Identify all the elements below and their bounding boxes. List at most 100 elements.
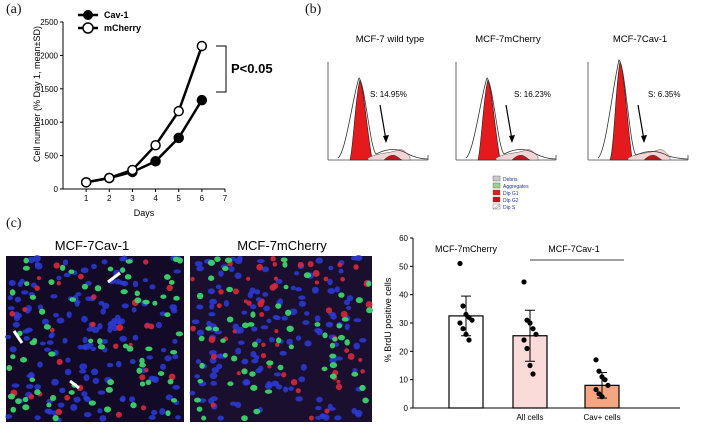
nucleus-blue bbox=[78, 369, 87, 374]
nucleus-blue bbox=[97, 390, 106, 395]
nucleus-blue bbox=[99, 415, 107, 422]
nucleus-blue bbox=[27, 256, 35, 264]
nucleus-red bbox=[53, 262, 60, 269]
nucleus-green bbox=[321, 366, 328, 372]
nucleus-red bbox=[148, 323, 155, 330]
nucleus-red bbox=[335, 383, 343, 391]
nucleus-blue bbox=[64, 368, 72, 376]
nucleus-blue bbox=[189, 390, 196, 396]
nucleus-blue bbox=[85, 296, 93, 302]
nucleus-green bbox=[264, 389, 273, 394]
nucleus-green bbox=[282, 261, 288, 268]
nucleus-red bbox=[323, 276, 329, 282]
nucleus-red bbox=[260, 353, 267, 359]
nucleus-blue bbox=[262, 292, 269, 297]
nucleus-blue bbox=[288, 386, 294, 391]
nucleus-blue bbox=[250, 304, 257, 310]
micrograph-mcherry bbox=[189, 255, 374, 422]
nucleus-red bbox=[144, 322, 150, 329]
x-tick-label: 3 bbox=[130, 194, 135, 203]
nucleus-blue bbox=[114, 314, 121, 322]
category-label: All cells bbox=[516, 413, 543, 422]
nucleus-green bbox=[126, 345, 134, 352]
nucleus-red bbox=[78, 273, 84, 280]
nucleus-blue bbox=[97, 408, 103, 414]
brdu-ylabel: % BrdU positive cells bbox=[383, 277, 393, 362]
data-point bbox=[104, 172, 115, 184]
nucleus-blue bbox=[173, 269, 181, 274]
nucleus-red bbox=[325, 307, 333, 314]
nucleus-blue bbox=[129, 359, 136, 365]
nucleus-red bbox=[308, 415, 314, 421]
nucleus-red bbox=[143, 259, 149, 265]
x-tick-label: 7 bbox=[223, 194, 228, 203]
nucleus-green bbox=[226, 316, 234, 323]
nucleus-blue bbox=[119, 397, 126, 402]
nucleus-green bbox=[207, 259, 216, 266]
nucleus-green bbox=[88, 338, 94, 344]
nucleus-blue bbox=[234, 272, 242, 279]
nucleus-green bbox=[241, 368, 248, 375]
arrow-marker bbox=[69, 379, 80, 390]
nucleus-blue bbox=[353, 318, 362, 323]
series-line-Cav-1 bbox=[85, 99, 203, 184]
arrow-line bbox=[637, 104, 645, 141]
nucleus-blue bbox=[81, 315, 88, 323]
nucleus-red bbox=[9, 310, 16, 317]
nucleus-blue bbox=[116, 360, 122, 368]
pvalue-label: P<0.05 bbox=[231, 61, 273, 76]
nucleus-green bbox=[23, 257, 29, 264]
nucleus-green bbox=[197, 378, 204, 384]
micrograph-cav1 bbox=[4, 254, 184, 422]
nucleus-blue bbox=[275, 384, 283, 390]
nucleus-green bbox=[366, 280, 372, 287]
nucleus-red bbox=[64, 394, 71, 401]
data-point bbox=[463, 331, 469, 337]
nucleus-green bbox=[139, 381, 146, 387]
nucleus-blue bbox=[354, 255, 363, 262]
nucleus-green bbox=[24, 281, 30, 286]
histogram-title: MCF-7 wild type bbox=[356, 34, 425, 45]
nucleus-blue bbox=[82, 343, 88, 351]
data-point bbox=[196, 40, 208, 52]
nucleus-blue bbox=[34, 415, 41, 421]
nucleus-green bbox=[125, 259, 133, 264]
nucleus-blue bbox=[17, 281, 23, 288]
nucleus-blue bbox=[73, 396, 81, 403]
cell-cycle-histograms: MCF-7 wild type S: 14.95% MCF-7mCherry S: 1… bbox=[327, 34, 689, 211]
nucleus-green bbox=[198, 335, 205, 342]
nucleus-green bbox=[88, 400, 97, 406]
y-tick-label: 40 bbox=[399, 291, 408, 300]
nucleus-red bbox=[312, 270, 320, 277]
nucleus-blue bbox=[56, 275, 62, 281]
nucleus-red bbox=[340, 310, 348, 318]
nucleus-red bbox=[336, 379, 341, 384]
nucleus-green bbox=[214, 256, 221, 262]
nucleus-green bbox=[212, 326, 220, 332]
nucleus-red bbox=[260, 298, 265, 304]
nucleus-green bbox=[249, 371, 256, 377]
nucleus-green bbox=[288, 344, 295, 350]
nucleus-green bbox=[266, 360, 274, 366]
nucleus-green bbox=[222, 352, 228, 358]
nucleus-blue bbox=[343, 299, 351, 306]
nucleus-blue bbox=[86, 327, 93, 332]
nucleus-blue bbox=[295, 287, 302, 292]
nucleus-blue bbox=[344, 323, 350, 331]
nucleus-blue bbox=[207, 288, 216, 295]
nucleus-green bbox=[241, 415, 248, 422]
arrow-line bbox=[379, 104, 387, 141]
histogram-legend: Debris Aggregates Dip G1 Dip G2 Dip S bbox=[492, 175, 529, 211]
nucleus-green bbox=[68, 269, 75, 274]
nucleus-blue bbox=[50, 294, 58, 299]
histogram-title: MCF-7Cav-1 bbox=[613, 34, 667, 45]
nucleus-red bbox=[140, 405, 147, 411]
nucleus-blue bbox=[25, 384, 34, 389]
nucleus-green bbox=[253, 408, 261, 415]
nucleus-red bbox=[344, 348, 350, 353]
panel-b-letter: (b) bbox=[305, 2, 322, 17]
nucleus-green bbox=[7, 393, 16, 400]
nucleus-green bbox=[227, 381, 234, 387]
nucleus-blue bbox=[83, 395, 90, 401]
nucleus-red bbox=[290, 379, 298, 386]
